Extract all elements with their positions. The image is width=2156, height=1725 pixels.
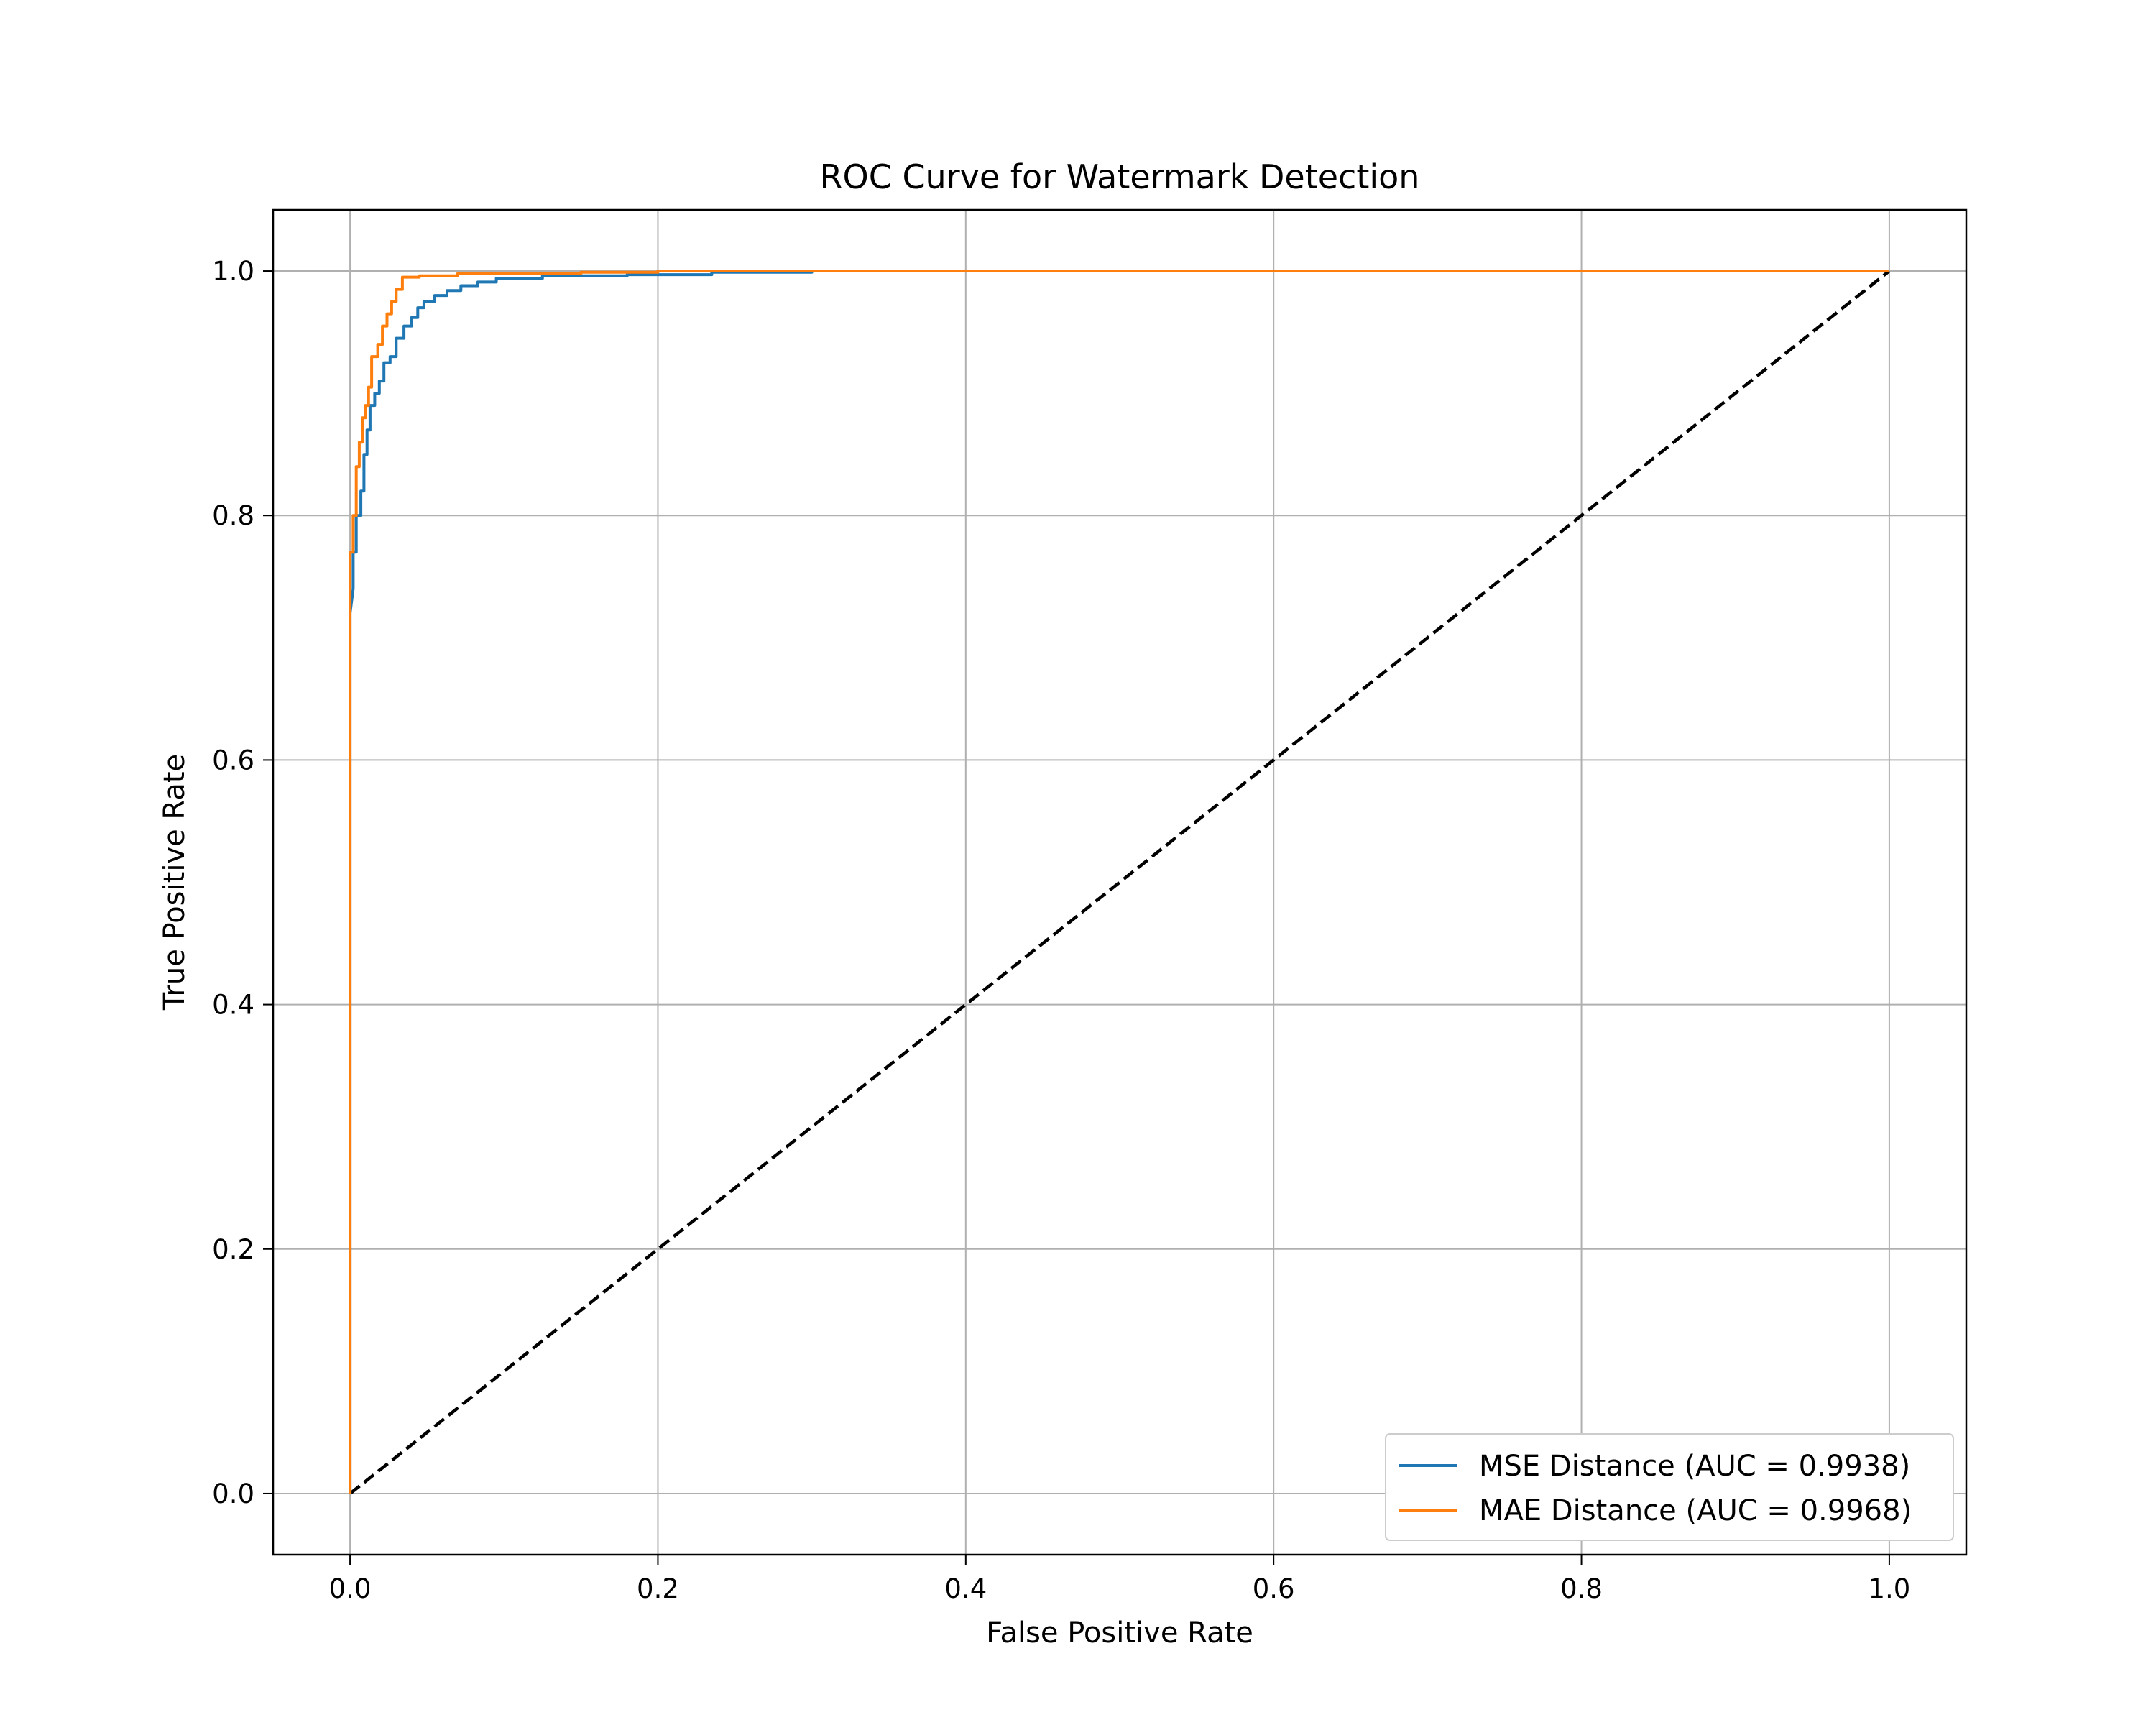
y-tick-label: 0.4 — [212, 990, 254, 1021]
plot-frame — [272, 208, 1968, 1556]
x-tick-label: 0.6 — [1253, 1573, 1295, 1604]
y-axis-label: True Positive Rate — [158, 754, 191, 1011]
y-tick-label: 1.0 — [212, 256, 254, 287]
legend-box — [1385, 1433, 1954, 1541]
series-line-1 — [349, 270, 1889, 1494]
x-tick-label: 0.0 — [329, 1573, 372, 1604]
x-axis-label: False Positive Rate — [986, 1616, 1253, 1650]
y-tick-label: 0.6 — [212, 745, 254, 776]
axis-ticks: 0.0 0.2 0.4 0.6 0.8 1.0 0.0 0.2 0.4 0.6 0.8 1.0 — [212, 256, 1910, 1604]
legend-label: MSE Distance (AUC = 0.9938) — [1479, 1450, 1910, 1483]
x-tick-label: 0.8 — [1560, 1573, 1603, 1604]
y-tick-label: 0.2 — [212, 1234, 254, 1265]
y-tick-label: 0.8 — [212, 500, 254, 531]
chance-diagonal-line — [349, 270, 1891, 1495]
legend: MSE Distance (AUC = 0.9938) MAE Distance … — [1385, 1433, 1954, 1541]
x-tick-label: 0.2 — [637, 1573, 679, 1604]
x-tick-label: 0.4 — [944, 1573, 987, 1604]
y-tick-label: 0.0 — [212, 1478, 254, 1509]
x-tick-label: 1.0 — [1868, 1573, 1910, 1604]
legend-label: MAE Distance (AUC = 0.9968) — [1479, 1494, 1912, 1527]
series-lines — [349, 270, 1891, 1495]
chart-title: ROC Curve for Watermark Detection — [820, 157, 1420, 196]
series-line-0 — [349, 270, 1889, 1494]
